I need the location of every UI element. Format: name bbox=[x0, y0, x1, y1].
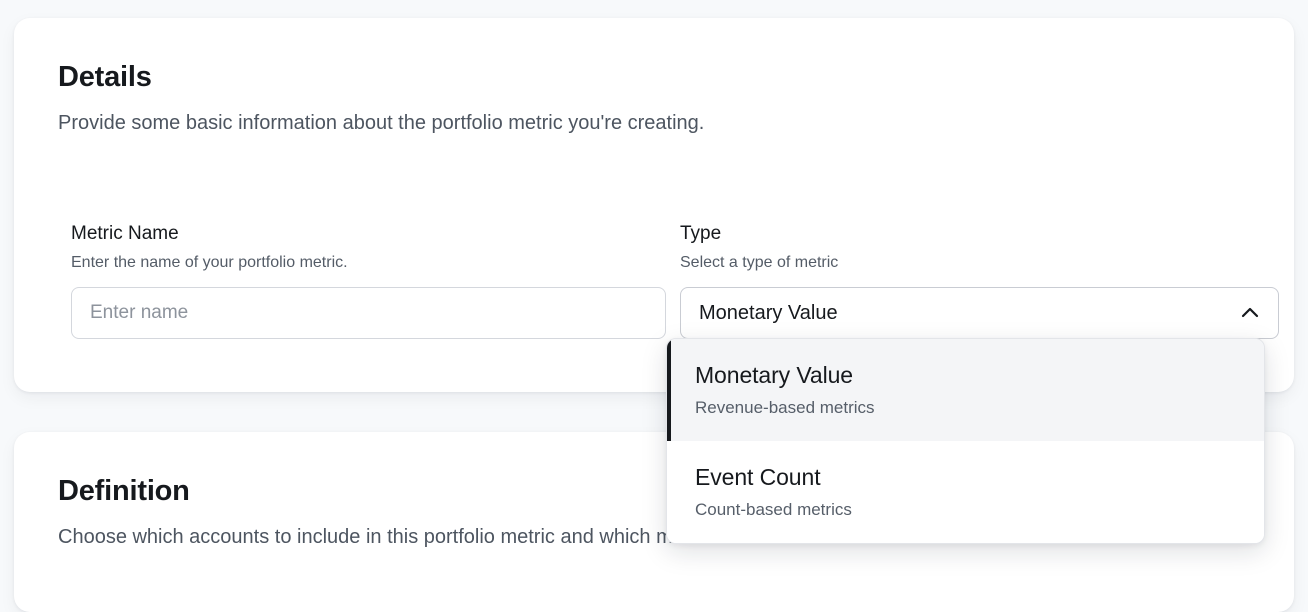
details-fields-row: Metric Name Enter the name of your portf… bbox=[14, 222, 1294, 362]
type-help-text: Select a type of metric bbox=[680, 254, 839, 271]
type-option-label: Event Count bbox=[695, 464, 821, 490]
details-description: Provide some basic information about the… bbox=[58, 112, 705, 134]
details-title: Details bbox=[58, 61, 152, 93]
metric-name-help-text: Enter the name of your portfolio metric. bbox=[71, 254, 348, 271]
type-option-monetary-value[interactable]: Monetary Value Revenue-based metrics bbox=[667, 339, 1264, 441]
type-option-description: Count-based metrics bbox=[695, 500, 852, 519]
metric-name-input[interactable] bbox=[71, 287, 666, 339]
chevron-up-icon bbox=[1238, 301, 1262, 325]
metric-name-label: Metric Name bbox=[71, 223, 179, 244]
details-card: Details Provide some basic information a… bbox=[14, 18, 1294, 392]
type-select-value: Monetary Value bbox=[699, 302, 838, 324]
type-option-description: Revenue-based metrics bbox=[695, 398, 875, 417]
definition-title: Definition bbox=[58, 475, 190, 507]
type-option-label: Monetary Value bbox=[695, 362, 853, 388]
details-card-body: Details Provide some basic information a… bbox=[14, 18, 1294, 136]
definition-description: Choose which accounts to include in this… bbox=[58, 526, 866, 548]
type-select-trigger[interactable]: Monetary Value bbox=[680, 287, 1279, 339]
metric-name-field-group: Metric Name Enter the name of your portf… bbox=[71, 222, 666, 339]
type-field-group: Type Select a type of metric Monetary Va… bbox=[680, 222, 1279, 339]
type-option-event-count[interactable]: Event Count Count-based metrics bbox=[667, 441, 1264, 543]
definition-card-body: Definition Choose which accounts to incl… bbox=[14, 432, 1294, 550]
type-dropdown-menu[interactable]: Monetary Value Revenue-based metrics Eve… bbox=[666, 338, 1265, 544]
type-label: Type bbox=[680, 223, 722, 244]
